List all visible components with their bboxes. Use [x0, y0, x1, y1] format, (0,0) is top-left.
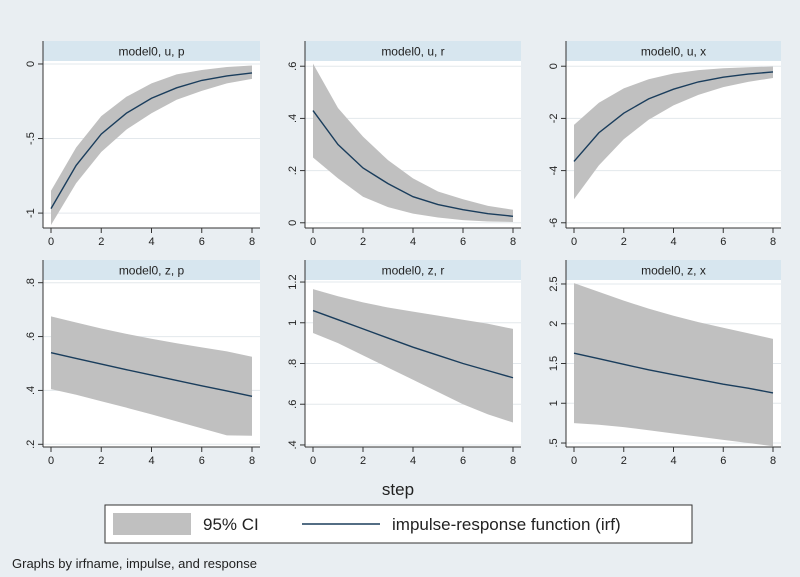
- y-tick-label: 2.5: [548, 276, 560, 291]
- y-tick-label: 0: [25, 61, 37, 67]
- panel-title: model0, u, x: [641, 45, 706, 59]
- y-tick-label: 1: [548, 400, 560, 406]
- x-tick-label: 6: [720, 455, 726, 467]
- panel-5: model0, z, r .4 .6 .8 1 1.2 0 2 4 6 8: [287, 260, 521, 467]
- y-tick-label: 1.5: [548, 356, 560, 371]
- x-tick-label: 0: [571, 236, 577, 248]
- ci-band: [574, 66, 773, 200]
- x-tick-label: 2: [360, 455, 366, 467]
- y-tick-label: .6: [25, 332, 37, 341]
- x-tick-label: 6: [460, 236, 466, 248]
- x-tick-label: 2: [98, 236, 104, 248]
- x-tick-label: 4: [410, 236, 416, 248]
- x-tick-label: 8: [510, 236, 516, 248]
- panel-title: model0, u, r: [381, 45, 444, 59]
- legend-ci-label: 95% CI: [203, 515, 259, 534]
- panel-title: model0, z, x: [641, 264, 706, 278]
- ci-band: [313, 289, 513, 423]
- ci-band: [51, 65, 252, 226]
- x-tick-label: 2: [360, 236, 366, 248]
- irf-line: [312, 309, 514, 379]
- x-axis-title: step: [382, 480, 414, 499]
- panel-6: model0, z, x .5 1 1.5 2 2.5 0 2 4 6 8: [548, 260, 781, 467]
- x-tick-label: 8: [510, 455, 516, 467]
- panel-1: model0, u, p 0 -.5 -1 0 2 4 6 8: [25, 41, 260, 248]
- legend-irf-label: impulse-response function (irf): [392, 515, 621, 534]
- ci-band: [313, 63, 513, 222]
- panel-strip: [43, 260, 260, 280]
- panel-strip: [43, 41, 260, 61]
- x-tick-label: 8: [770, 236, 776, 248]
- x-tick-label: 0: [310, 455, 316, 467]
- y-tick-label: 1.2: [287, 274, 299, 289]
- y-tick-label: 1: [287, 320, 299, 326]
- y-tick-label: -6: [548, 218, 560, 228]
- x-tick-label: 8: [249, 236, 255, 248]
- panel-title: model0, u, p: [118, 45, 184, 59]
- y-tick-label: .4: [25, 386, 37, 395]
- x-tick-label: 6: [460, 455, 466, 467]
- y-tick-label: -.5: [25, 132, 37, 145]
- x-tick-label: 0: [310, 236, 316, 248]
- y-tick-label: 0: [548, 63, 560, 69]
- ci-band: [574, 283, 773, 447]
- y-tick-label: -4: [548, 166, 560, 176]
- legend-ci-swatch: [113, 513, 191, 535]
- ci-band: [51, 316, 252, 436]
- y-tick-label: .4: [287, 440, 299, 449]
- y-tick-label: -1: [25, 208, 37, 218]
- x-tick-label: 4: [670, 455, 676, 467]
- panel-2: model0, u, r 0 .2 .4 .6 0 2 4 6 8: [287, 41, 521, 248]
- x-tick-label: 4: [410, 455, 416, 467]
- panel-title: model0, z, p: [119, 264, 185, 278]
- irf-line: [50, 352, 253, 398]
- y-tick-label: .2: [287, 166, 299, 175]
- panel-strip: [305, 41, 521, 61]
- x-tick-label: 8: [249, 455, 255, 467]
- x-tick-label: 6: [720, 236, 726, 248]
- x-tick-label: 8: [770, 455, 776, 467]
- irf-line: [312, 110, 514, 217]
- x-tick-label: 0: [48, 236, 54, 248]
- y-tick-label: .4: [287, 114, 299, 123]
- x-tick-label: 4: [148, 236, 154, 248]
- x-tick-label: 6: [199, 455, 205, 467]
- x-tick-label: 2: [98, 455, 104, 467]
- irf-line: [573, 352, 774, 394]
- panel-strip: [566, 260, 781, 280]
- panel-title: model0, z, r: [382, 264, 445, 278]
- panel-strip: [305, 260, 521, 280]
- legend: 95% CI impulse-response function (irf): [104, 504, 693, 544]
- x-tick-label: 2: [621, 455, 627, 467]
- panel-grid: model0, u, p 0 -.5 -1 0 2 4 6 8 model0, u, r 0 .2 .4…: [25, 41, 781, 467]
- y-tick-label: .2: [25, 440, 37, 449]
- y-tick-label: 2: [548, 321, 560, 327]
- y-tick-label: .8: [287, 359, 299, 368]
- y-tick-label: .6: [287, 62, 299, 71]
- x-tick-label: 2: [621, 236, 627, 248]
- y-tick-label: -2: [548, 114, 560, 124]
- x-tick-label: 4: [148, 455, 154, 467]
- x-tick-label: 0: [48, 455, 54, 467]
- y-tick-label: .5: [548, 438, 560, 447]
- x-tick-label: 6: [199, 236, 205, 248]
- x-tick-label: 4: [670, 236, 676, 248]
- x-tick-label: 0: [571, 455, 577, 467]
- irf-line: [50, 72, 253, 209]
- y-tick-label: .8: [25, 278, 37, 287]
- figure-note: Graphs by irfname, impulse, and response: [12, 556, 257, 571]
- legend-box: [104, 504, 693, 544]
- y-tick-label: .6: [287, 400, 299, 409]
- panel-4: model0, z, p .2 .4 .6 .8 0 2 4 6 8: [25, 260, 260, 467]
- panel-3: model0, u, x 0 -2 -4 -6 0 2 4 6 8: [548, 41, 781, 248]
- panel-strip: [566, 41, 781, 61]
- y-tick-label: 0: [287, 220, 299, 226]
- irf-line: [573, 71, 774, 162]
